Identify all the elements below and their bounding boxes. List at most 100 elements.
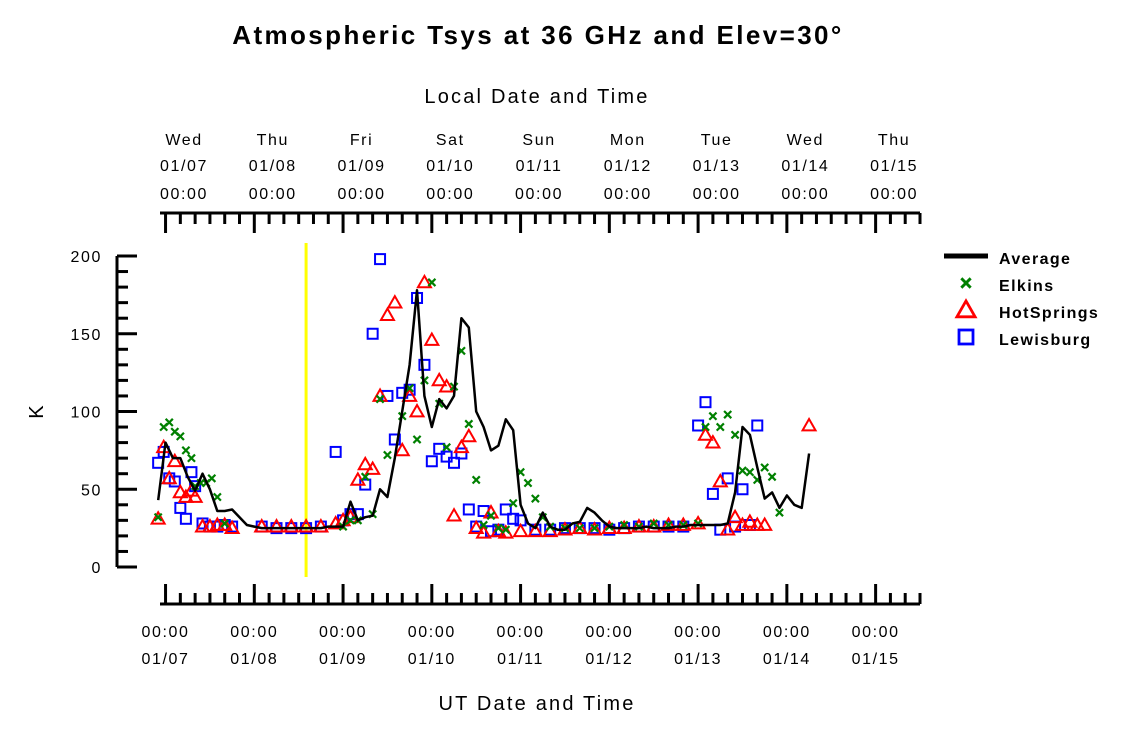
x-stroke (442, 442, 451, 452)
hotsprings-point (660, 516, 677, 531)
elkins-point (187, 453, 196, 463)
x-stroke (212, 492, 222, 502)
elkins-point (153, 512, 163, 522)
top-tick-date: 01/14 (781, 158, 829, 175)
elkins-point (360, 472, 370, 482)
lewisburg-point (374, 253, 387, 266)
elkins-point (767, 472, 777, 482)
hotsprings-point (364, 460, 381, 475)
x-stroke (427, 278, 437, 287)
lewisburg-point (366, 327, 379, 340)
x-stroke (523, 478, 533, 488)
hotsprings-point (741, 513, 759, 528)
bottom-tick-date: 01/10 (408, 651, 456, 668)
hotsprings-point (704, 434, 722, 449)
top-tick-time: 00:00 (515, 186, 563, 203)
elkins-point (464, 419, 474, 429)
x-stroke (164, 418, 174, 427)
elkins-point (575, 523, 585, 533)
elkins-point (212, 492, 222, 502)
elkins-point (701, 422, 710, 432)
bottom-tick-date: 01/11 (497, 651, 544, 668)
legend-label-average: Average (999, 251, 1071, 268)
hotsprings-point (571, 519, 588, 534)
legend-swatch-hotsprings (954, 298, 978, 319)
hotsprings-point (475, 524, 492, 539)
elkins-point (530, 494, 540, 503)
lewisburg-point (736, 483, 749, 496)
x-stroke (383, 450, 392, 460)
elkins-point (723, 410, 733, 419)
top-tick-date: 01/07 (160, 158, 208, 175)
bottom-tick-time: 00:00 (497, 624, 545, 641)
x-stroke (530, 494, 540, 503)
lewisburg-point (462, 503, 475, 516)
hotsprings-point (283, 518, 300, 533)
bottom-tick-date: 01/12 (585, 651, 633, 668)
hotsprings-point (719, 521, 736, 536)
elkins-point (730, 430, 740, 440)
lewisburg-point (179, 512, 192, 525)
chart-title: Atmospheric Tsys at 36 GHz and Elev=30° (232, 20, 843, 50)
y-axis-label: K (26, 403, 48, 419)
x-stroke (170, 427, 180, 437)
elkins-point (494, 523, 503, 533)
lewisburg-point (329, 445, 342, 458)
bottom-tick-time: 00:00 (585, 624, 633, 641)
x-stroke (708, 411, 718, 421)
average-line (156, 288, 811, 531)
hotsprings-point (312, 518, 330, 533)
hotsprings-point (460, 427, 478, 443)
elkins-point (708, 411, 718, 421)
lewisburg-point (388, 433, 401, 446)
top-tick-time: 00:00 (160, 186, 208, 203)
x-stroke (508, 498, 518, 508)
top-tick-time: 00:00 (249, 186, 297, 203)
hotsprings-point (386, 294, 404, 309)
hotsprings-point (438, 378, 455, 393)
x-stroke (346, 515, 355, 525)
legend-swatch-lewisburg (957, 328, 975, 346)
top-tick-day: Thu (878, 132, 910, 149)
x-stroke (175, 432, 185, 441)
top-tick-date: 01/09 (338, 158, 386, 175)
x-stroke (730, 430, 740, 440)
hotsprings-point (675, 516, 692, 531)
elkins-point (164, 418, 174, 427)
lewisburg-point (699, 396, 712, 409)
elkins-point (486, 511, 496, 521)
lewisburg-point (440, 450, 453, 463)
top-tick-date: 01/12 (604, 158, 652, 175)
elkins-point (383, 450, 392, 460)
legend: Average Elkins HotSprings Lewisburg (944, 251, 1099, 349)
elkins-point (479, 520, 488, 530)
x-stroke (405, 383, 415, 393)
top-tick-time: 00:00 (604, 186, 652, 203)
lewisburg-point (499, 503, 512, 516)
series-elkins (153, 278, 784, 535)
top-tick-day: Mon (610, 132, 646, 149)
top-tick-time: 00:00 (426, 186, 474, 203)
axes: Wed 01/07 00:00 Thu 01/08 00:00 Fri 01/09 00:00 S… (71, 132, 922, 668)
series-layer (149, 253, 818, 539)
lewisburg-point (706, 487, 719, 500)
legend-item-average: Average (944, 251, 1071, 268)
hotsprings-point (726, 508, 744, 524)
x-stroke (187, 453, 196, 463)
x-stroke (181, 445, 191, 455)
x-stroke (723, 410, 733, 419)
hotsprings-point (586, 521, 603, 536)
bottom-tick-time: 00:00 (319, 624, 367, 641)
bottom-tick-date: 01/09 (319, 651, 367, 668)
bottom-tick-date: 01/13 (674, 651, 722, 668)
legend-label-hotsprings: HotSprings (999, 305, 1099, 322)
series-hotsprings (149, 273, 818, 539)
top-tick-date: 01/15 (870, 158, 918, 175)
hotsprings-point (268, 518, 285, 533)
elkins-point (715, 422, 725, 432)
elkins-point (207, 473, 217, 483)
elkins-point (649, 519, 659, 528)
top-tick-day: Wed (787, 132, 824, 149)
x-stroke (701, 422, 710, 432)
top-axis-label: Local Date and Time (424, 86, 649, 108)
